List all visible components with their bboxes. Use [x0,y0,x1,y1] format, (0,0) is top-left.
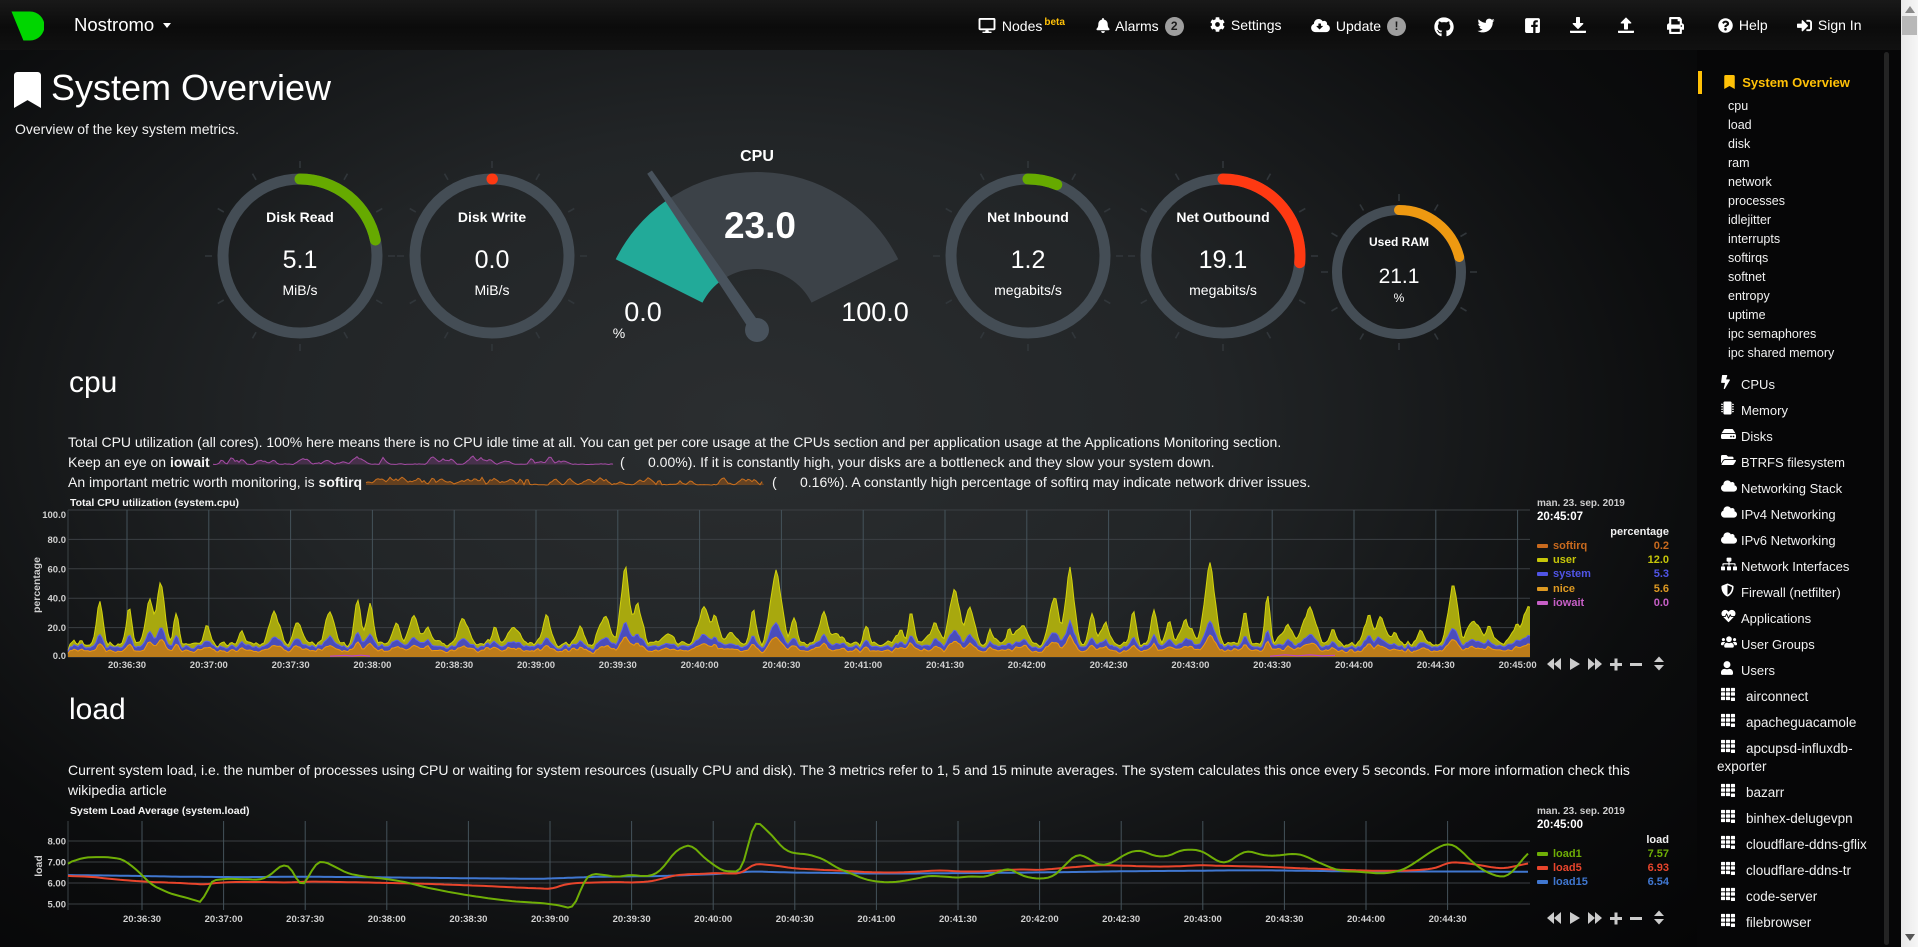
svg-text:20:38:00: 20:38:00 [353,660,391,671]
svg-text:20:41:00: 20:41:00 [844,660,882,671]
svg-text:20.0: 20.0 [48,623,67,634]
svg-text:20:41:30: 20:41:30 [926,660,964,671]
svg-text:60.0: 60.0 [48,564,67,575]
svg-text:7.00: 7.00 [48,858,67,869]
svg-text:20:37:00: 20:37:00 [205,914,243,925]
svg-text:20:40:30: 20:40:30 [776,914,814,925]
svg-text:20:43:30: 20:43:30 [1253,660,1291,671]
svg-text:20:39:30: 20:39:30 [599,660,637,671]
svg-text:20:40:30: 20:40:30 [762,660,800,671]
svg-text:0.0: 0.0 [53,651,66,662]
svg-text:20:37:00: 20:37:00 [190,660,228,671]
svg-text:20:42:00: 20:42:00 [1008,660,1046,671]
svg-text:20:39:30: 20:39:30 [613,914,651,925]
svg-text:20:42:30: 20:42:30 [1102,914,1140,925]
svg-text:20:42:30: 20:42:30 [1090,660,1128,671]
svg-text:20:43:30: 20:43:30 [1265,914,1303,925]
svg-text:20:41:00: 20:41:00 [857,914,895,925]
svg-text:load: load [33,855,45,877]
svg-text:20:43:00: 20:43:00 [1184,914,1222,925]
svg-text:8.00: 8.00 [48,837,67,848]
svg-text:40.0: 40.0 [48,594,67,605]
svg-text:20:39:00: 20:39:00 [531,914,569,925]
svg-text:100.0: 100.0 [42,510,66,521]
svg-text:20:40:00: 20:40:00 [681,660,719,671]
svg-text:20:43:00: 20:43:00 [1171,660,1209,671]
svg-text:20:39:00: 20:39:00 [517,660,555,671]
svg-text:20:45:00: 20:45:00 [1499,660,1537,671]
svg-text:20:37:30: 20:37:30 [286,914,324,925]
svg-text:20:44:30: 20:44:30 [1429,914,1467,925]
svg-text:5.00: 5.00 [48,900,67,911]
svg-text:20:37:30: 20:37:30 [272,660,310,671]
svg-text:20:36:30: 20:36:30 [108,660,146,671]
svg-text:20:42:00: 20:42:00 [1021,914,1059,925]
svg-text:20:41:30: 20:41:30 [939,914,977,925]
svg-text:20:38:30: 20:38:30 [449,914,487,925]
svg-text:20:36:30: 20:36:30 [123,914,161,925]
svg-text:percentage: percentage [31,557,43,613]
svg-text:20:44:00: 20:44:00 [1335,660,1373,671]
svg-text:20:44:30: 20:44:30 [1417,660,1455,671]
svg-text:80.0: 80.0 [48,535,67,546]
svg-text:20:44:00: 20:44:00 [1347,914,1385,925]
svg-text:20:38:30: 20:38:30 [435,660,473,671]
svg-text:20:40:00: 20:40:00 [694,914,732,925]
svg-text:20:38:00: 20:38:00 [368,914,406,925]
svg-text:6.00: 6.00 [48,879,67,890]
